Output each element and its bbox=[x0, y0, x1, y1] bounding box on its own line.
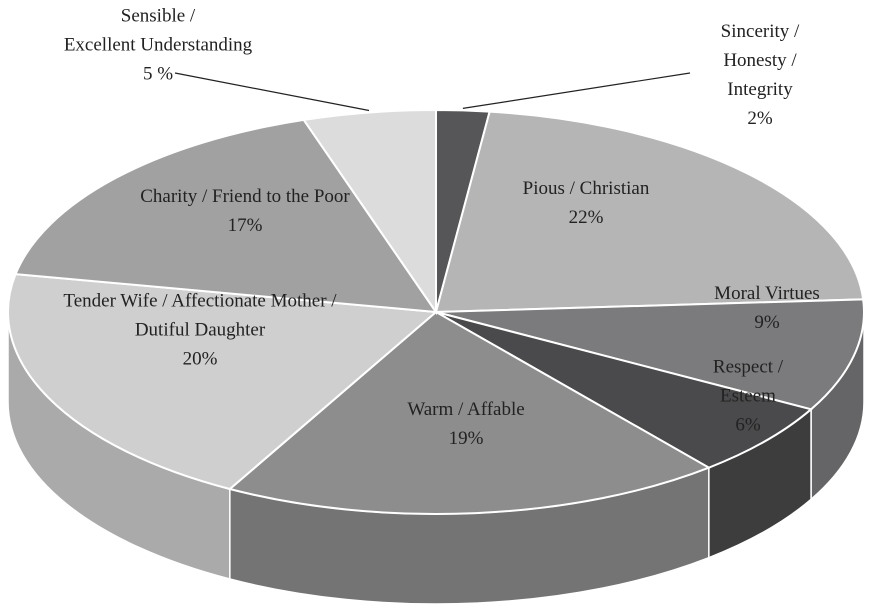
slice-label: Tender Wife / Affectionate Mother / Duti… bbox=[63, 287, 336, 374]
slice-label: Moral Virtues 9% bbox=[714, 279, 820, 337]
slice-name: Charity / Friend to the Poor bbox=[140, 186, 350, 207]
pie-tops bbox=[7, 108, 865, 515]
leader-line bbox=[174, 72, 370, 112]
slice-name: Pious / Christian bbox=[522, 178, 650, 199]
slice-value: 20% bbox=[182, 348, 218, 370]
slice-name: Respect / Esteem bbox=[712, 356, 784, 407]
slice-label: Pious / Christian 22% bbox=[523, 174, 650, 232]
slice-value: 22% bbox=[568, 207, 604, 228]
leader-line bbox=[462, 72, 691, 109]
slice-label: Sincerity / Honesty / Integrity 2% bbox=[702, 17, 818, 133]
slice-value: 6% bbox=[735, 414, 761, 436]
pie-slice bbox=[434, 110, 865, 314]
pie-slice bbox=[7, 273, 439, 491]
pie-slice bbox=[227, 310, 712, 515]
slice-value: 19% bbox=[448, 428, 484, 449]
slice-name: Sensible / Excellent Understanding bbox=[63, 5, 253, 56]
pie-slice bbox=[302, 108, 437, 316]
slice-label: Charity / Friend to the Poor 17% bbox=[140, 182, 350, 240]
pie-slice bbox=[435, 298, 865, 411]
slice-name: Tender Wife / Affectionate Mother / Duti… bbox=[63, 290, 337, 341]
slice-name: Sincerity / Honesty / Integrity bbox=[720, 21, 800, 100]
pie-slice bbox=[14, 118, 439, 314]
slice-label: Warm / Affable 19% bbox=[407, 395, 524, 453]
slice-value: 5 % bbox=[142, 63, 174, 85]
slice-label: Respect / Esteem 6% bbox=[684, 353, 812, 440]
slice-value: 2% bbox=[747, 108, 773, 129]
slice-value: 9% bbox=[754, 312, 780, 333]
slice-name: Moral Virtues bbox=[714, 283, 820, 304]
slice-label: Sensible / Excellent Understanding 5 % bbox=[64, 2, 252, 89]
pie-slice bbox=[435, 311, 814, 469]
slice-name: Warm / Affable bbox=[407, 399, 525, 420]
slice-value: 17% bbox=[227, 215, 263, 236]
